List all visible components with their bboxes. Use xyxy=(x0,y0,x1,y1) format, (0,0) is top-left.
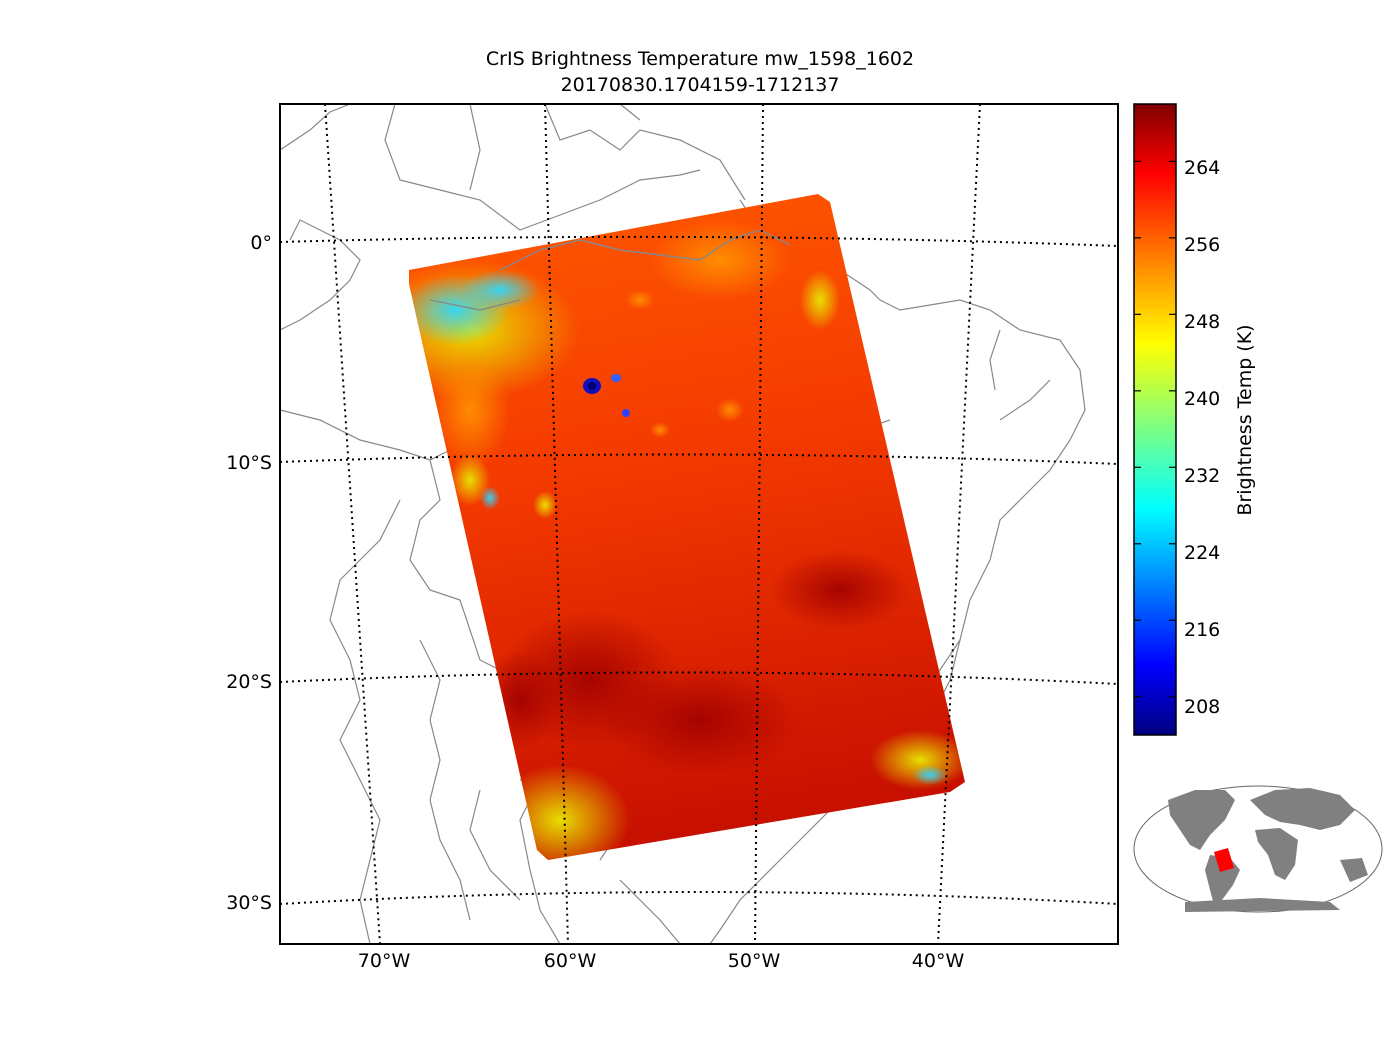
lon-label-50w: 50°W xyxy=(727,950,781,972)
map-title-line1: CrIS Brightness Temperature mw_1598_1602 xyxy=(485,48,915,70)
colorbar-tick-264: 264 xyxy=(1184,157,1221,179)
colorbar-tick-224: 224 xyxy=(1184,542,1221,564)
colorbar-tick-248: 248 xyxy=(1184,311,1221,333)
map-title-line2: 20170830.1704159-1712137 xyxy=(560,74,840,96)
inset-globe xyxy=(1133,785,1383,913)
colorbar-ticks xyxy=(1134,160,1176,698)
brightness-temperature-swath xyxy=(409,194,965,860)
graticule xyxy=(280,104,1118,944)
colorbar-tick-240: 240 xyxy=(1184,388,1221,410)
colorbar-tick-208: 208 xyxy=(1184,696,1221,718)
lon-label-70w: 70°W xyxy=(357,950,411,972)
colorbar-label: Brightness Temp (K) xyxy=(1234,324,1256,516)
colorbar-tick-216: 216 xyxy=(1184,619,1221,641)
colorbar-tick-256: 256 xyxy=(1184,234,1221,256)
lat-label-0: 0° xyxy=(250,232,272,254)
lon-label-40w: 40°W xyxy=(911,950,965,972)
lat-label-20s: 20°S xyxy=(226,671,272,693)
map-area xyxy=(280,104,1118,944)
map-frame xyxy=(279,103,1119,945)
lon-label-60w: 60°W xyxy=(543,950,597,972)
lat-label-30s: 30°S xyxy=(226,892,272,914)
colorbar xyxy=(1133,103,1177,736)
colorbar-tick-232: 232 xyxy=(1184,465,1221,487)
lat-label-10s: 10°S xyxy=(226,452,272,474)
